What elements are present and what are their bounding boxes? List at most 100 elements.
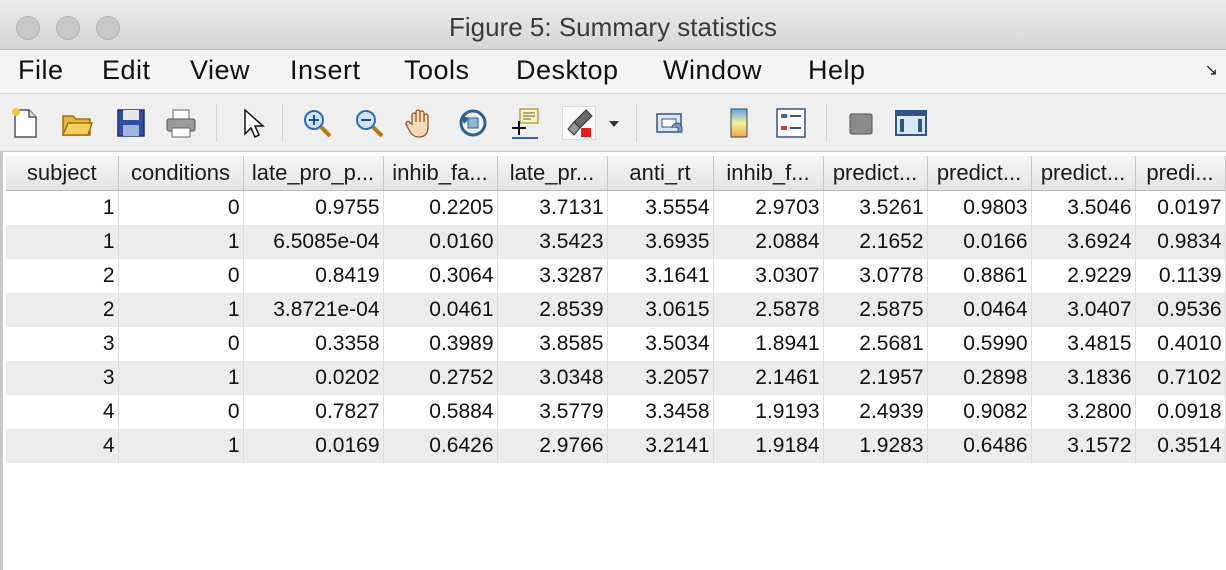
table-cell[interactable]: 3.2057 xyxy=(607,361,714,395)
table-cell[interactable]: 1.9184 xyxy=(713,429,824,463)
table-cell[interactable]: 0.6486 xyxy=(927,429,1032,463)
table-cell[interactable]: 0.9536 xyxy=(1135,293,1226,327)
table-cell[interactable]: 1.9283 xyxy=(823,429,928,463)
table-cell[interactable]: 0.5884 xyxy=(383,395,498,429)
dock-arrow-icon[interactable]: ↘ xyxy=(1204,62,1218,79)
table-cell[interactable]: 2.9229 xyxy=(1031,259,1136,293)
table-cell[interactable]: 0.1139 xyxy=(1135,259,1226,293)
table-cell[interactable]: 0.0202 xyxy=(243,361,384,395)
table-cell[interactable]: 3.5423 xyxy=(497,225,608,259)
table-cell[interactable]: 1 xyxy=(118,361,244,395)
column-header[interactable]: inhib_f... xyxy=(713,156,824,191)
open-file-icon[interactable] xyxy=(60,106,94,140)
pan-hand-icon[interactable] xyxy=(404,106,438,140)
table-cell[interactable]: 0.0169 xyxy=(243,429,384,463)
column-header[interactable]: late_pro_p... xyxy=(243,156,384,191)
table-cell[interactable]: 2.9766 xyxy=(497,429,608,463)
table-cell[interactable]: 3.6924 xyxy=(1031,225,1136,259)
save-icon[interactable] xyxy=(114,106,148,140)
table-cell[interactable]: 3.0407 xyxy=(1031,293,1136,327)
table-cell[interactable]: 0.0197 xyxy=(1135,190,1226,225)
table-cell[interactable]: 4 xyxy=(6,395,119,429)
brush-dropdown-icon[interactable] xyxy=(604,106,624,140)
table-cell[interactable]: 0.9834 xyxy=(1135,225,1226,259)
show-plot-tools-icon[interactable] xyxy=(894,106,928,140)
table-cell[interactable]: 3.1572 xyxy=(1031,429,1136,463)
table-cell[interactable]: 3.8585 xyxy=(497,327,608,361)
column-header[interactable]: anti_rt xyxy=(607,156,714,191)
table-cell[interactable]: 3.5554 xyxy=(607,190,714,225)
table-cell[interactable]: 0.8861 xyxy=(927,259,1032,293)
column-header[interactable]: predict... xyxy=(823,156,928,191)
table-cell[interactable]: 3.5779 xyxy=(497,395,608,429)
table-row[interactable]: 4 0 0.7827 0.5884 3.5779 3.3458 1.9193 2.4939 0.… xyxy=(6,395,1226,429)
table-cell[interactable]: 0.5990 xyxy=(927,327,1032,361)
table-row[interactable]: 1 1 6.5085e-04 0.0160 3.5423 3.6935 2.0884 2.16… xyxy=(6,225,1226,259)
table-cell[interactable]: 0.2752 xyxy=(383,361,498,395)
table-cell[interactable]: 2.5878 xyxy=(713,293,824,327)
table-cell[interactable]: 0.0461 xyxy=(383,293,498,327)
new-figure-icon[interactable] xyxy=(8,106,42,140)
table-cell[interactable]: 0.0166 xyxy=(927,225,1032,259)
zoom-window-button[interactable] xyxy=(96,16,120,40)
table-cell[interactable]: 0.9755 xyxy=(243,190,384,225)
table-row[interactable]: 3 0 0.3358 0.3989 3.8585 3.5034 1.8941 2.5681 0.… xyxy=(6,327,1226,361)
table-cell[interactable]: 3 xyxy=(6,327,119,361)
hide-plot-tools-icon[interactable] xyxy=(844,106,878,140)
table-row[interactable]: 3 1 0.0202 0.2752 3.0348 3.2057 2.1461 2.1957 0.… xyxy=(6,361,1226,395)
table-cell[interactable]: 1 xyxy=(6,190,119,225)
link-plot-icon[interactable] xyxy=(654,106,688,140)
column-header[interactable]: predict... xyxy=(927,156,1032,191)
table-cell[interactable]: 3.3458 xyxy=(607,395,714,429)
table-cell[interactable]: 3.0615 xyxy=(607,293,714,327)
table-cell[interactable]: 0.3514 xyxy=(1135,429,1226,463)
table-cell[interactable]: 3.1641 xyxy=(607,259,714,293)
table-cell[interactable]: 1 xyxy=(6,225,119,259)
table-cell[interactable]: 3.0778 xyxy=(823,259,928,293)
table-cell[interactable]: 3 xyxy=(6,361,119,395)
table-cell[interactable]: 1.8941 xyxy=(713,327,824,361)
table-cell[interactable]: 0.3358 xyxy=(243,327,384,361)
table-cell[interactable]: 3.5261 xyxy=(823,190,928,225)
table-cell[interactable]: 3.2141 xyxy=(607,429,714,463)
table-cell[interactable]: 2 xyxy=(6,259,119,293)
table-cell[interactable]: 0.0160 xyxy=(383,225,498,259)
table-cell[interactable]: 0 xyxy=(118,190,244,225)
menu-view[interactable]: View xyxy=(190,55,251,85)
table-cell[interactable]: 0.2898 xyxy=(927,361,1032,395)
table-cell[interactable]: 3.5046 xyxy=(1031,190,1136,225)
table-cell[interactable]: 3.0307 xyxy=(713,259,824,293)
table-cell[interactable]: 0.9082 xyxy=(927,395,1032,429)
column-header[interactable]: late_pr... xyxy=(497,156,608,191)
table-cell[interactable]: 0.9803 xyxy=(927,190,1032,225)
table-cell[interactable]: 2.1461 xyxy=(713,361,824,395)
table-cell[interactable]: 3.7131 xyxy=(497,190,608,225)
table-cell[interactable]: 0 xyxy=(118,395,244,429)
table-cell[interactable]: 3.8721e-04 xyxy=(243,293,384,327)
menu-help[interactable]: Help xyxy=(808,55,866,85)
column-header[interactable]: predict... xyxy=(1031,156,1136,191)
table-cell[interactable]: 0.3989 xyxy=(383,327,498,361)
table-cell[interactable]: 3.3287 xyxy=(497,259,608,293)
table-cell[interactable]: 0 xyxy=(118,259,244,293)
table-cell[interactable]: 1 xyxy=(118,429,244,463)
table-cell[interactable]: 2.8539 xyxy=(497,293,608,327)
table-cell[interactable]: 0.0918 xyxy=(1135,395,1226,429)
brush-icon[interactable] xyxy=(562,106,596,140)
table-cell[interactable]: 3.0348 xyxy=(497,361,608,395)
print-icon[interactable] xyxy=(164,106,198,140)
table-row[interactable]: 2 1 3.8721e-04 0.0461 2.8539 3.0615 2.5878 2.58… xyxy=(6,293,1226,327)
menu-tools[interactable]: Tools xyxy=(404,55,470,85)
column-header[interactable]: inhib_fa... xyxy=(383,156,498,191)
colorbar-icon[interactable] xyxy=(722,106,756,140)
table-cell[interactable]: 3.6935 xyxy=(607,225,714,259)
column-header[interactable]: predi... xyxy=(1135,156,1226,191)
table-cell[interactable]: 0.6426 xyxy=(383,429,498,463)
table-row[interactable]: 2 0 0.8419 0.3064 3.3287 3.1641 3.0307 3.0778 0.… xyxy=(6,259,1226,293)
table-row[interactable]: 4 1 0.0169 0.6426 2.9766 3.2141 1.9184 1.9283 0.… xyxy=(6,429,1226,463)
menu-file[interactable]: File xyxy=(18,55,64,85)
table-cell[interactable]: 2.0884 xyxy=(713,225,824,259)
table-cell[interactable]: 1.9193 xyxy=(713,395,824,429)
data-cursor-icon[interactable] xyxy=(508,106,542,140)
table-cell[interactable]: 2.1957 xyxy=(823,361,928,395)
